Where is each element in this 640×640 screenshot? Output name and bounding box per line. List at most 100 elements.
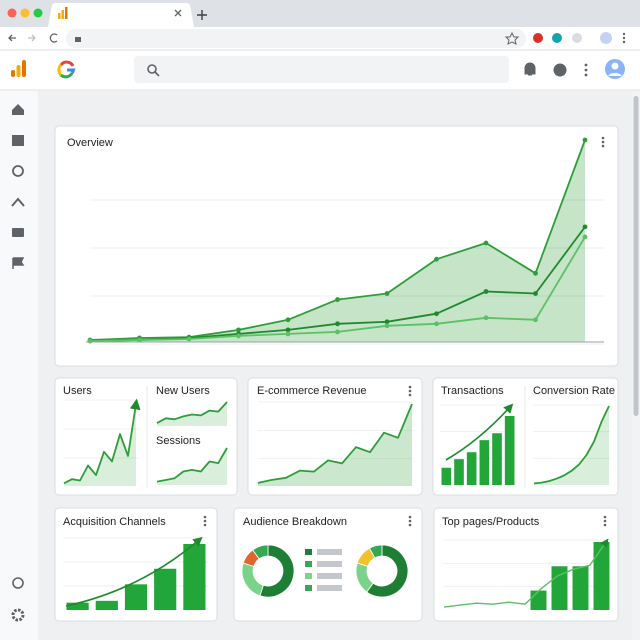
- area: [258, 404, 412, 486]
- bar: [95, 600, 118, 610]
- overview-card: [54, 125, 619, 367]
- new-tab[interactable]: [197, 10, 207, 20]
- forward-button[interactable]: [28, 34, 36, 42]
- bar: [530, 590, 547, 610]
- area: [534, 406, 609, 485]
- donut-segment: [252, 544, 269, 560]
- nav-home[interactable]: [12, 104, 24, 115]
- card-menu: [601, 140, 605, 144]
- point: [285, 331, 291, 337]
- minimize-window[interactable]: [20, 8, 30, 18]
- card-title: Acquisition Channels: [63, 516, 166, 528]
- bar: [183, 544, 206, 610]
- point: [434, 321, 439, 327]
- nav-reports[interactable]: [12, 135, 24, 146]
- search-bar[interactable]: [134, 56, 509, 83]
- card-menu: [408, 385, 412, 389]
- nav-configure[interactable]: [12, 228, 24, 237]
- extension-icon[interactable]: [572, 33, 582, 43]
- card-menu: [603, 519, 607, 523]
- extension-icon[interactable]: [533, 33, 543, 43]
- point: [285, 317, 291, 323]
- nav-flags[interactable]: [12, 257, 25, 269]
- point: [483, 315, 489, 321]
- card-title: Sessions: [156, 435, 201, 447]
- card-menu: [601, 144, 605, 148]
- card-menu: [603, 515, 607, 519]
- card-menu: [203, 519, 207, 523]
- nav-explore[interactable]: [12, 165, 24, 177]
- maximize-window[interactable]: [33, 8, 43, 18]
- point: [137, 337, 142, 343]
- bookmark-star[interactable]: [504, 31, 520, 45]
- close-tab[interactable]: [174, 9, 182, 17]
- bar: [479, 440, 490, 485]
- donut-segment: [259, 544, 295, 598]
- scrollbar-thumb[interactable]: [633, 96, 639, 416]
- area: [64, 404, 136, 486]
- search-icon: [147, 64, 157, 74]
- bar: [154, 568, 177, 610]
- tab-favicon: [58, 7, 68, 19]
- trend-arrow: [65, 536, 203, 607]
- nav-advertising[interactable]: [11, 197, 25, 207]
- lock-icon: [75, 37, 81, 42]
- area: [157, 448, 227, 485]
- card-menu: [203, 523, 207, 527]
- users-card: [54, 377, 238, 496]
- card-menu: [408, 393, 412, 397]
- profile-icon[interactable]: [600, 32, 612, 44]
- close-window[interactable]: [7, 8, 17, 18]
- bar: [124, 584, 148, 610]
- point: [335, 297, 340, 302]
- browser-menu[interactable]: [622, 32, 626, 44]
- donut-segment: [366, 544, 409, 598]
- analytics-logo[interactable]: [11, 60, 26, 77]
- back-button[interactable]: [8, 34, 16, 42]
- card-title: New Users: [156, 385, 210, 397]
- card-menu: [408, 389, 412, 393]
- help-icon[interactable]: [553, 63, 567, 77]
- browser-tab[interactable]: [48, 3, 194, 27]
- point: [533, 317, 538, 323]
- notifications-icon[interactable]: [524, 62, 536, 76]
- google-logo[interactable]: [57, 60, 76, 79]
- bar: [441, 467, 452, 485]
- top-pages-card: [433, 507, 619, 622]
- point: [582, 234, 588, 240]
- card-title: Overview: [67, 137, 113, 149]
- point: [87, 338, 93, 344]
- acquisition-card: [54, 507, 218, 622]
- extension-icon[interactable]: [552, 33, 562, 43]
- line: [63, 398, 141, 485]
- card-title: Audience Breakdown: [243, 516, 347, 528]
- point: [236, 333, 241, 339]
- nav-settings[interactable]: [11, 608, 25, 622]
- line: [156, 401, 228, 424]
- point: [434, 256, 439, 262]
- bar: [492, 433, 502, 485]
- card-title: E-commerce Revenue: [257, 385, 366, 397]
- sidebar: [0, 91, 38, 640]
- card-menu: [408, 523, 412, 527]
- reload-button[interactable]: [49, 33, 58, 43]
- point: [335, 321, 340, 327]
- point: [384, 291, 390, 296]
- point: [483, 289, 489, 294]
- app-menu[interactable]: [584, 63, 588, 77]
- bar: [454, 459, 464, 485]
- point: [533, 270, 538, 276]
- bar: [593, 542, 610, 610]
- card-title: Users: [63, 385, 92, 397]
- bar: [466, 452, 477, 485]
- area: [90, 140, 585, 342]
- donut-segment: [368, 544, 383, 559]
- point: [186, 336, 192, 342]
- address-bar[interactable]: [66, 29, 526, 48]
- card-menu: [408, 515, 412, 519]
- bar: [572, 566, 589, 610]
- nav-insights[interactable]: [12, 577, 24, 589]
- revenue-card: [247, 377, 423, 496]
- point: [434, 311, 439, 317]
